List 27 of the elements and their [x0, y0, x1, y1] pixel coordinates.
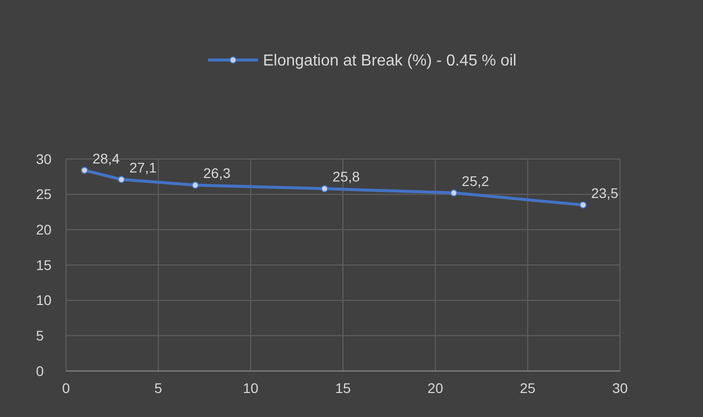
point — [192, 182, 199, 189]
y-tick-label: 15 — [36, 256, 52, 273]
point — [118, 176, 125, 184]
x-tick-label: 20 — [428, 380, 444, 396]
data-label: 28,4 — [92, 150, 120, 166]
x-tick-label: 15 — [335, 380, 351, 396]
y-tick-label: 0 — [36, 362, 44, 379]
x-tick-label: 0 — [62, 380, 70, 396]
x-tick-label: 25 — [520, 380, 536, 396]
data-label: 26,3 — [203, 165, 231, 182]
y-tick-label: 20 — [36, 222, 52, 238]
data-label: 25,8 — [332, 168, 360, 185]
y-tick-label: 5 — [36, 328, 44, 344]
point — [579, 201, 587, 209]
data-label: 27,1 — [129, 159, 157, 176]
legend-label: Elongation at Break (%) - 0.45 % oil — [263, 52, 516, 70]
data-label: 25,2 — [462, 172, 490, 189]
y-tick-label: 25 — [36, 186, 52, 202]
data-label: 23,5 — [591, 184, 619, 201]
x-tick-label: 5 — [154, 380, 162, 396]
point — [450, 189, 458, 197]
y-tick-label: 30 — [36, 150, 52, 167]
point — [320, 185, 328, 192]
x-tick-label: 10 — [242, 380, 259, 396]
point — [80, 166, 88, 174]
y-tick-label: 10 — [36, 292, 52, 308]
x-tick-label: 30 — [612, 380, 628, 396]
